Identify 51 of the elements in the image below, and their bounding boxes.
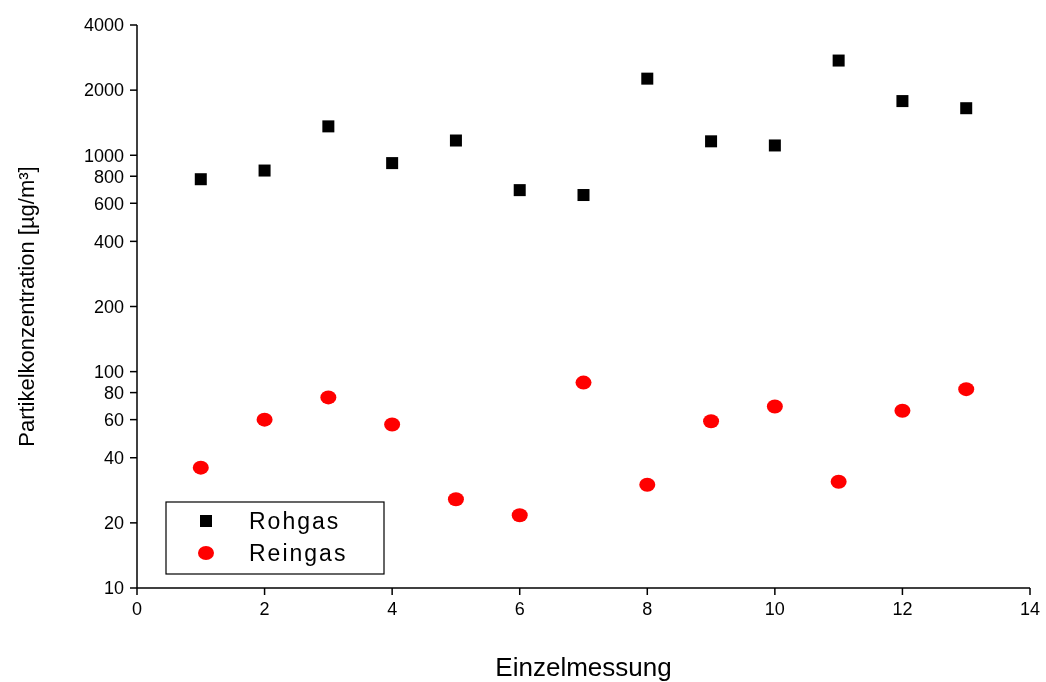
- point: [768, 139, 781, 152]
- y-tick-label: 600: [93, 193, 124, 214]
- point: [575, 375, 592, 390]
- point: [258, 164, 271, 177]
- point: [449, 134, 462, 147]
- y-axis-title: Partikelkonzentration [µg/m³]: [14, 166, 39, 447]
- y-tick-label: 800: [93, 166, 124, 187]
- point: [832, 54, 845, 67]
- point: [641, 72, 654, 85]
- y-tick-label: 80: [103, 382, 124, 403]
- x-tick-label: 14: [1019, 599, 1041, 619]
- x-tick-label: 0: [131, 599, 143, 619]
- point: [384, 417, 401, 432]
- point: [894, 403, 911, 418]
- point: [705, 135, 718, 148]
- point: [192, 460, 209, 475]
- point: [256, 412, 273, 427]
- y-tick-label: 60: [103, 409, 124, 430]
- point: [958, 382, 975, 397]
- y-tick-label: 4000: [83, 15, 124, 36]
- x-tick-label: 4: [387, 599, 398, 619]
- y-tick-label: 1000: [83, 145, 124, 166]
- point: [447, 492, 464, 507]
- y-tick-label: 100: [93, 361, 124, 382]
- y-tick-label: 20: [103, 513, 124, 534]
- legend-label: Rohgas: [249, 508, 341, 535]
- point: [320, 390, 337, 405]
- x-tick-label: 8: [642, 599, 653, 619]
- legend-label: Reingas: [249, 540, 348, 567]
- point: [511, 508, 528, 523]
- point: [194, 173, 207, 186]
- y-tick-label: 10: [103, 578, 124, 599]
- point: [386, 157, 399, 170]
- y-tick-label: 2000: [83, 80, 124, 101]
- point: [766, 399, 783, 414]
- point: [322, 120, 335, 133]
- point: [896, 95, 909, 108]
- x-tick-label: 10: [764, 599, 785, 619]
- point: [960, 102, 973, 115]
- y-tick-label: 200: [93, 296, 124, 317]
- x-tick-label: 12: [892, 599, 913, 619]
- y-tick-label: 40: [103, 448, 124, 469]
- point: [577, 189, 590, 202]
- point: [703, 414, 720, 429]
- y-tick-label: 400: [93, 231, 124, 252]
- point: [639, 477, 656, 492]
- point: [513, 184, 526, 197]
- x-tick-label: 2: [259, 599, 270, 619]
- point: [830, 474, 847, 489]
- x-axis-title: Einzelmessung: [495, 652, 672, 682]
- x-tick-label: 6: [514, 599, 525, 619]
